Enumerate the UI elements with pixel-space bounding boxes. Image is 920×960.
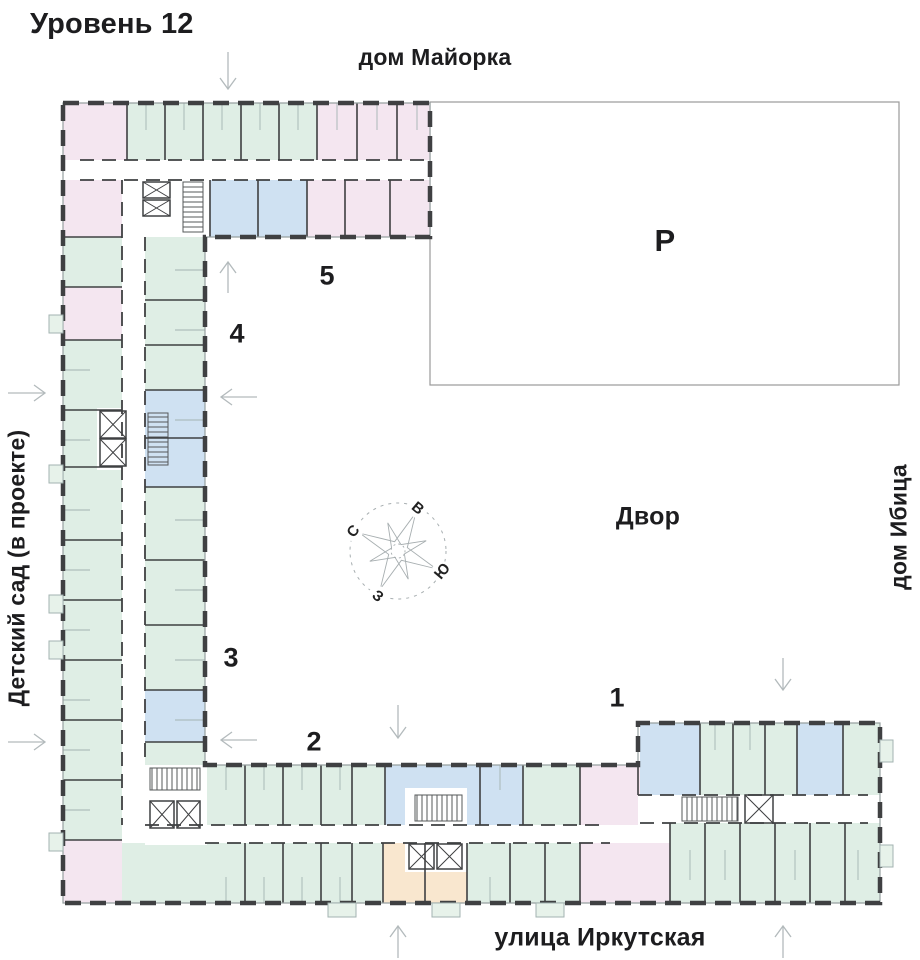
arrow-down-inner-bottom <box>389 705 407 740</box>
unit-dividers <box>63 103 846 903</box>
level-title: Уровень 12 <box>30 8 194 40</box>
compass-south: Ю <box>431 560 454 583</box>
label-dom-mayorka: дом Майорка <box>358 44 512 70</box>
stairs-icon <box>147 181 739 822</box>
parking-area <box>429 101 900 386</box>
entry-arrows <box>8 52 792 958</box>
building-outline <box>60 100 883 906</box>
top-wing-units[interactable] <box>63 103 430 237</box>
arrow-up-street-2 <box>774 924 792 958</box>
corridor-walls <box>80 159 868 844</box>
compass-rose: С В Ю З <box>343 498 454 606</box>
section-5-number[interactable]: 5 <box>319 260 335 291</box>
label-parking: Р <box>654 223 676 258</box>
label-kindergarten: Детский сад (в проекте) <box>3 429 30 707</box>
section-3-number[interactable]: 3 <box>223 642 239 673</box>
section-1-number[interactable]: 1 <box>609 682 625 713</box>
section-2-number[interactable]: 2 <box>306 726 322 757</box>
arrow-down-top <box>219 52 237 91</box>
label-street: улица Иркутская <box>494 923 706 952</box>
arrow-right-left-side-2 <box>8 733 47 751</box>
label-dom-ibica: дом Ибица <box>885 464 912 590</box>
bottom-wing-units[interactable] <box>205 765 670 903</box>
arrow-left-inner-2 <box>219 731 257 749</box>
balconies <box>48 314 894 918</box>
interior-partitions <box>63 103 859 903</box>
arrow-up-inner-top <box>219 260 237 293</box>
arrow-down-section1 <box>774 658 792 692</box>
arrow-right-left-side-1 <box>8 384 47 402</box>
arrow-left-inner-1 <box>219 388 257 406</box>
arrow-up-street-1 <box>389 924 407 958</box>
section-4-number[interactable]: 4 <box>229 318 245 349</box>
label-courtyard: Двор <box>615 502 681 531</box>
